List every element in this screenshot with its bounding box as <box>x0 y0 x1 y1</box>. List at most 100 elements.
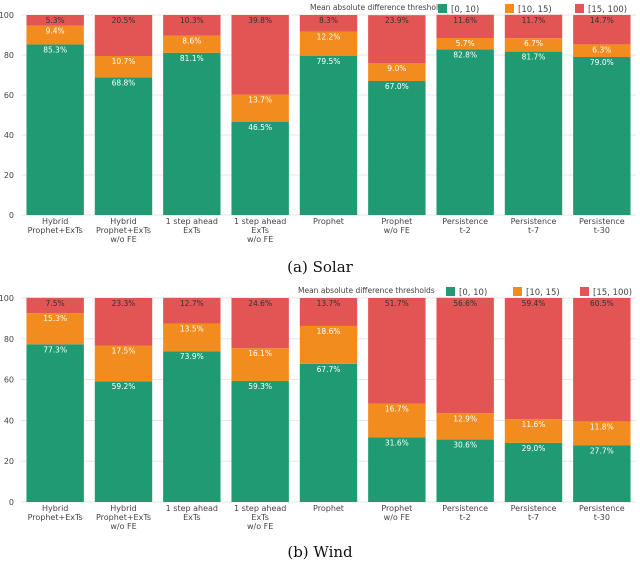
bar-segment <box>436 439 494 502</box>
bar-segment <box>163 297 221 324</box>
legend-entry: [0, 10) <box>459 288 487 298</box>
bar-segment <box>231 381 289 502</box>
legend-swatch <box>438 4 447 13</box>
bar-segment <box>573 44 631 57</box>
bar-segment <box>299 325 358 364</box>
y-tick-label: 0 <box>9 498 14 507</box>
data-label: 24.6% <box>248 299 272 308</box>
category-label: Prophet+ExTs <box>96 226 151 235</box>
category-label: w/o FE <box>247 235 273 244</box>
category-label: Prophet+ExTs <box>28 226 83 235</box>
data-label: 68.8% <box>112 78 136 87</box>
category-label: t-2 <box>460 513 471 522</box>
y-tick-label: 80 <box>4 335 14 344</box>
data-label: 73.9% <box>180 352 204 361</box>
data-label: 10.7% <box>112 57 136 66</box>
bar-segment <box>436 49 494 216</box>
bar-segment <box>368 63 426 81</box>
data-label: 20.5% <box>112 16 136 25</box>
bar-segment <box>368 81 426 215</box>
category-label: w/o FE <box>110 522 136 531</box>
bar-segment <box>163 52 221 215</box>
bar-segment <box>299 56 358 215</box>
bar-segment <box>368 403 426 438</box>
data-label: 59.3% <box>248 382 272 391</box>
bar-segment <box>573 57 631 215</box>
data-label: 29.0% <box>522 444 546 453</box>
category-label: 1 step ahead <box>234 217 286 226</box>
bar-segment <box>436 38 494 50</box>
bar-segment <box>94 77 153 216</box>
category-label: Prophet <box>381 504 412 513</box>
data-label: 60.5% <box>590 299 614 308</box>
bar-segment <box>163 35 221 53</box>
data-label: 46.5% <box>248 123 272 132</box>
bar-segment <box>163 351 221 502</box>
legend-entry: [10, 15) <box>526 288 560 298</box>
y-tick-label: 40 <box>4 416 14 425</box>
data-label: 11.8% <box>590 422 614 431</box>
bar-segment <box>231 298 289 349</box>
data-label: 51.7% <box>385 299 409 308</box>
legend-entry: [15, 100) <box>593 288 632 298</box>
data-label: 82.8% <box>453 50 477 59</box>
bar-segment <box>231 15 289 95</box>
data-label: 8.6% <box>182 37 201 46</box>
category-label: Prophet <box>313 217 344 226</box>
category-label: ExTs <box>183 513 201 522</box>
bar-segment <box>26 313 84 345</box>
bar-segment <box>26 15 84 26</box>
data-label: 27.7% <box>590 446 614 455</box>
category-label: Persistence <box>442 504 488 513</box>
category-label: ExTs <box>251 513 269 522</box>
category-label: Persistence <box>579 217 625 226</box>
bar-segment <box>504 14 563 39</box>
bar-segment <box>368 437 426 502</box>
bar-segment <box>94 15 153 56</box>
legend-swatch <box>580 287 589 296</box>
bar-segment <box>231 122 289 215</box>
data-label: 15.3% <box>43 314 67 323</box>
data-label: 23.3% <box>112 299 136 308</box>
bar-segment <box>573 421 631 446</box>
category-label: Hybrid <box>110 504 136 513</box>
y-tick-label: 60 <box>4 91 14 100</box>
category-label: Prophet <box>313 504 344 513</box>
bar-segment <box>504 442 563 502</box>
data-label: 7.5% <box>46 299 65 308</box>
category-label: Hybrid <box>110 217 136 226</box>
bar-segment <box>26 297 84 314</box>
category-label: 1 step ahead <box>234 504 286 513</box>
data-label: 17.5% <box>112 347 136 356</box>
bar-segment <box>504 298 563 420</box>
data-label: 56.6% <box>453 299 477 308</box>
chart-panel-1: 02040608010085.3%9.4%5.3%HybridProphet+E… <box>0 3 636 276</box>
data-label: 14.7% <box>590 16 614 25</box>
legend-swatch <box>505 4 514 13</box>
category-label: Prophet+ExTs <box>96 513 151 522</box>
data-label: 9.0% <box>387 64 406 73</box>
bar-segment <box>163 323 221 352</box>
category-label: Persistence <box>511 504 557 513</box>
bar-segment <box>504 51 563 215</box>
data-label: 12.7% <box>180 299 204 308</box>
bar-segment <box>94 381 153 502</box>
category-label: 1 step ahead <box>166 504 218 513</box>
legend-title: Mean absolute difference thresholds <box>298 286 435 295</box>
category-label: w/o FE <box>384 226 410 235</box>
bar-segment <box>368 15 426 63</box>
bar-segment <box>299 31 358 56</box>
data-label: 18.6% <box>317 327 341 336</box>
category-label: t-7 <box>528 226 539 235</box>
data-label: 67.0% <box>385 82 409 91</box>
data-label: 79.5% <box>317 57 341 66</box>
data-label: 39.8% <box>248 16 272 25</box>
bar-segment <box>368 298 426 404</box>
y-tick-label: 100 <box>0 11 14 20</box>
y-tick-label: 80 <box>4 51 14 60</box>
category-label: Persistence <box>442 217 488 226</box>
data-label: 30.6% <box>453 441 477 450</box>
bar-segment <box>163 15 221 36</box>
category-label: Hybrid <box>42 504 68 513</box>
data-label: 59.4% <box>522 299 546 308</box>
